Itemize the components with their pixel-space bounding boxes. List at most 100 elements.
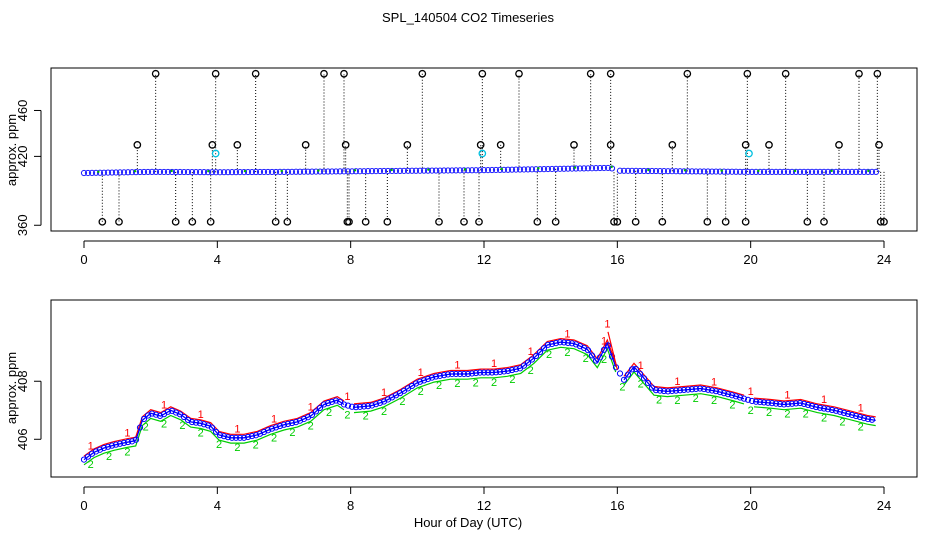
spike-point-high bbox=[515, 69, 523, 78]
top-x-tick-label: 0 bbox=[80, 252, 87, 267]
baseline-point bbox=[260, 168, 268, 176]
baseline-point bbox=[412, 167, 420, 174]
series-mean-point bbox=[816, 404, 824, 411]
spike-point-low bbox=[613, 217, 622, 226]
bottom-x-tick-label: 16 bbox=[610, 498, 624, 513]
series-mean-point bbox=[776, 400, 784, 408]
spike-point-mid bbox=[496, 141, 505, 149]
series-mean-point bbox=[180, 413, 188, 421]
baseline-point bbox=[576, 165, 584, 172]
baseline-green-point bbox=[757, 169, 760, 173]
baseline-green-point bbox=[317, 169, 320, 172]
series-mean-point bbox=[220, 433, 228, 440]
series-1-point: 1 bbox=[784, 390, 790, 402]
baseline-point bbox=[756, 168, 764, 175]
spike-point-low bbox=[383, 217, 392, 226]
series-mean-point bbox=[376, 399, 384, 406]
baseline-point bbox=[160, 168, 168, 176]
baseline-point bbox=[476, 167, 484, 174]
series-mean-point bbox=[432, 373, 440, 380]
cyan-point bbox=[745, 149, 753, 158]
series-2-point: 2 bbox=[473, 377, 479, 389]
baseline-point bbox=[764, 168, 772, 175]
series-1-point: 1 bbox=[198, 409, 204, 421]
series-mean-point bbox=[212, 428, 220, 435]
spike-point-low bbox=[475, 217, 483, 226]
series-mean-point bbox=[852, 412, 860, 420]
baseline-point bbox=[688, 168, 696, 175]
baseline-point bbox=[320, 168, 328, 175]
baseline-point bbox=[580, 165, 588, 172]
bottom-x-tick-label: 0 bbox=[80, 498, 87, 513]
series-2-point: 2 bbox=[198, 428, 204, 440]
baseline-point bbox=[508, 166, 516, 173]
series-2-point: 2 bbox=[179, 420, 185, 432]
series-2-point: 2 bbox=[729, 400, 735, 412]
baseline-point bbox=[392, 167, 400, 175]
baseline-point bbox=[660, 168, 668, 175]
series-mean-point bbox=[728, 392, 736, 399]
series-mean-point bbox=[512, 366, 520, 373]
series-mean-point bbox=[164, 408, 172, 415]
spike-point-high bbox=[781, 69, 790, 78]
series-mean-point bbox=[312, 408, 320, 415]
baseline-point bbox=[616, 167, 624, 174]
series-mean-point bbox=[708, 387, 716, 394]
baseline-point bbox=[548, 165, 556, 173]
series-1-point: 1 bbox=[604, 319, 610, 331]
series-mean-point bbox=[216, 432, 224, 439]
series-2-point: 2 bbox=[748, 405, 754, 417]
spike-point-mid bbox=[301, 141, 310, 149]
series-mean-point bbox=[820, 405, 828, 412]
bottom-y-axis-label: approx. ppm bbox=[4, 352, 19, 424]
baseline-point bbox=[572, 165, 580, 172]
series-mean-point bbox=[424, 375, 432, 383]
top-y-axis: 360 420 460 bbox=[15, 100, 42, 236]
series-mean-point bbox=[824, 406, 832, 413]
series-mean-point bbox=[328, 398, 336, 405]
series-mean-point bbox=[828, 406, 836, 414]
baseline-point bbox=[632, 167, 640, 174]
baseline-point bbox=[492, 166, 500, 174]
baseline-point bbox=[832, 168, 840, 175]
spike-point-low bbox=[551, 217, 560, 226]
spike-point-low bbox=[703, 217, 712, 226]
series-1-point: 1 bbox=[601, 335, 607, 347]
spike-point-mid bbox=[668, 141, 677, 149]
series-mean-point bbox=[800, 400, 808, 407]
series-mean-point bbox=[360, 403, 368, 410]
bottom-x-axis: 0 4 8 12 16 20 24 bbox=[80, 486, 891, 513]
baseline-point bbox=[748, 168, 756, 175]
spike-point-low bbox=[658, 217, 667, 226]
bottom-x-tick-label: 24 bbox=[877, 498, 891, 513]
spike-point-mid bbox=[233, 141, 242, 149]
series-mean-point bbox=[604, 342, 612, 349]
baseline-point bbox=[856, 168, 864, 175]
series-mean-point bbox=[588, 352, 596, 359]
series-1-point: 1 bbox=[858, 403, 864, 415]
series-mean-point bbox=[532, 352, 540, 360]
series-1-point: 1 bbox=[638, 360, 644, 372]
baseline-point bbox=[808, 168, 816, 175]
baseline-green-point bbox=[867, 169, 870, 173]
series-mean-point bbox=[196, 420, 204, 427]
baseline-point bbox=[812, 168, 820, 175]
baseline-point bbox=[740, 168, 748, 175]
baseline-point bbox=[440, 167, 448, 174]
series-2-point: 2 bbox=[289, 427, 295, 439]
series-mean-point bbox=[584, 347, 592, 354]
spike-point-low bbox=[460, 217, 468, 226]
series-mean-point bbox=[736, 394, 744, 401]
series-mean-point bbox=[208, 424, 216, 431]
baseline-point bbox=[248, 168, 256, 176]
series-mean-point bbox=[716, 388, 724, 396]
series-mean-point bbox=[340, 401, 348, 408]
baseline-point bbox=[384, 167, 392, 175]
baseline-point bbox=[400, 167, 408, 174]
baseline-point bbox=[772, 168, 780, 175]
series-mean-point bbox=[628, 366, 636, 373]
series-mean-point bbox=[660, 387, 668, 395]
baseline-point bbox=[844, 168, 852, 175]
top-x-tick-label: 24 bbox=[877, 252, 891, 267]
